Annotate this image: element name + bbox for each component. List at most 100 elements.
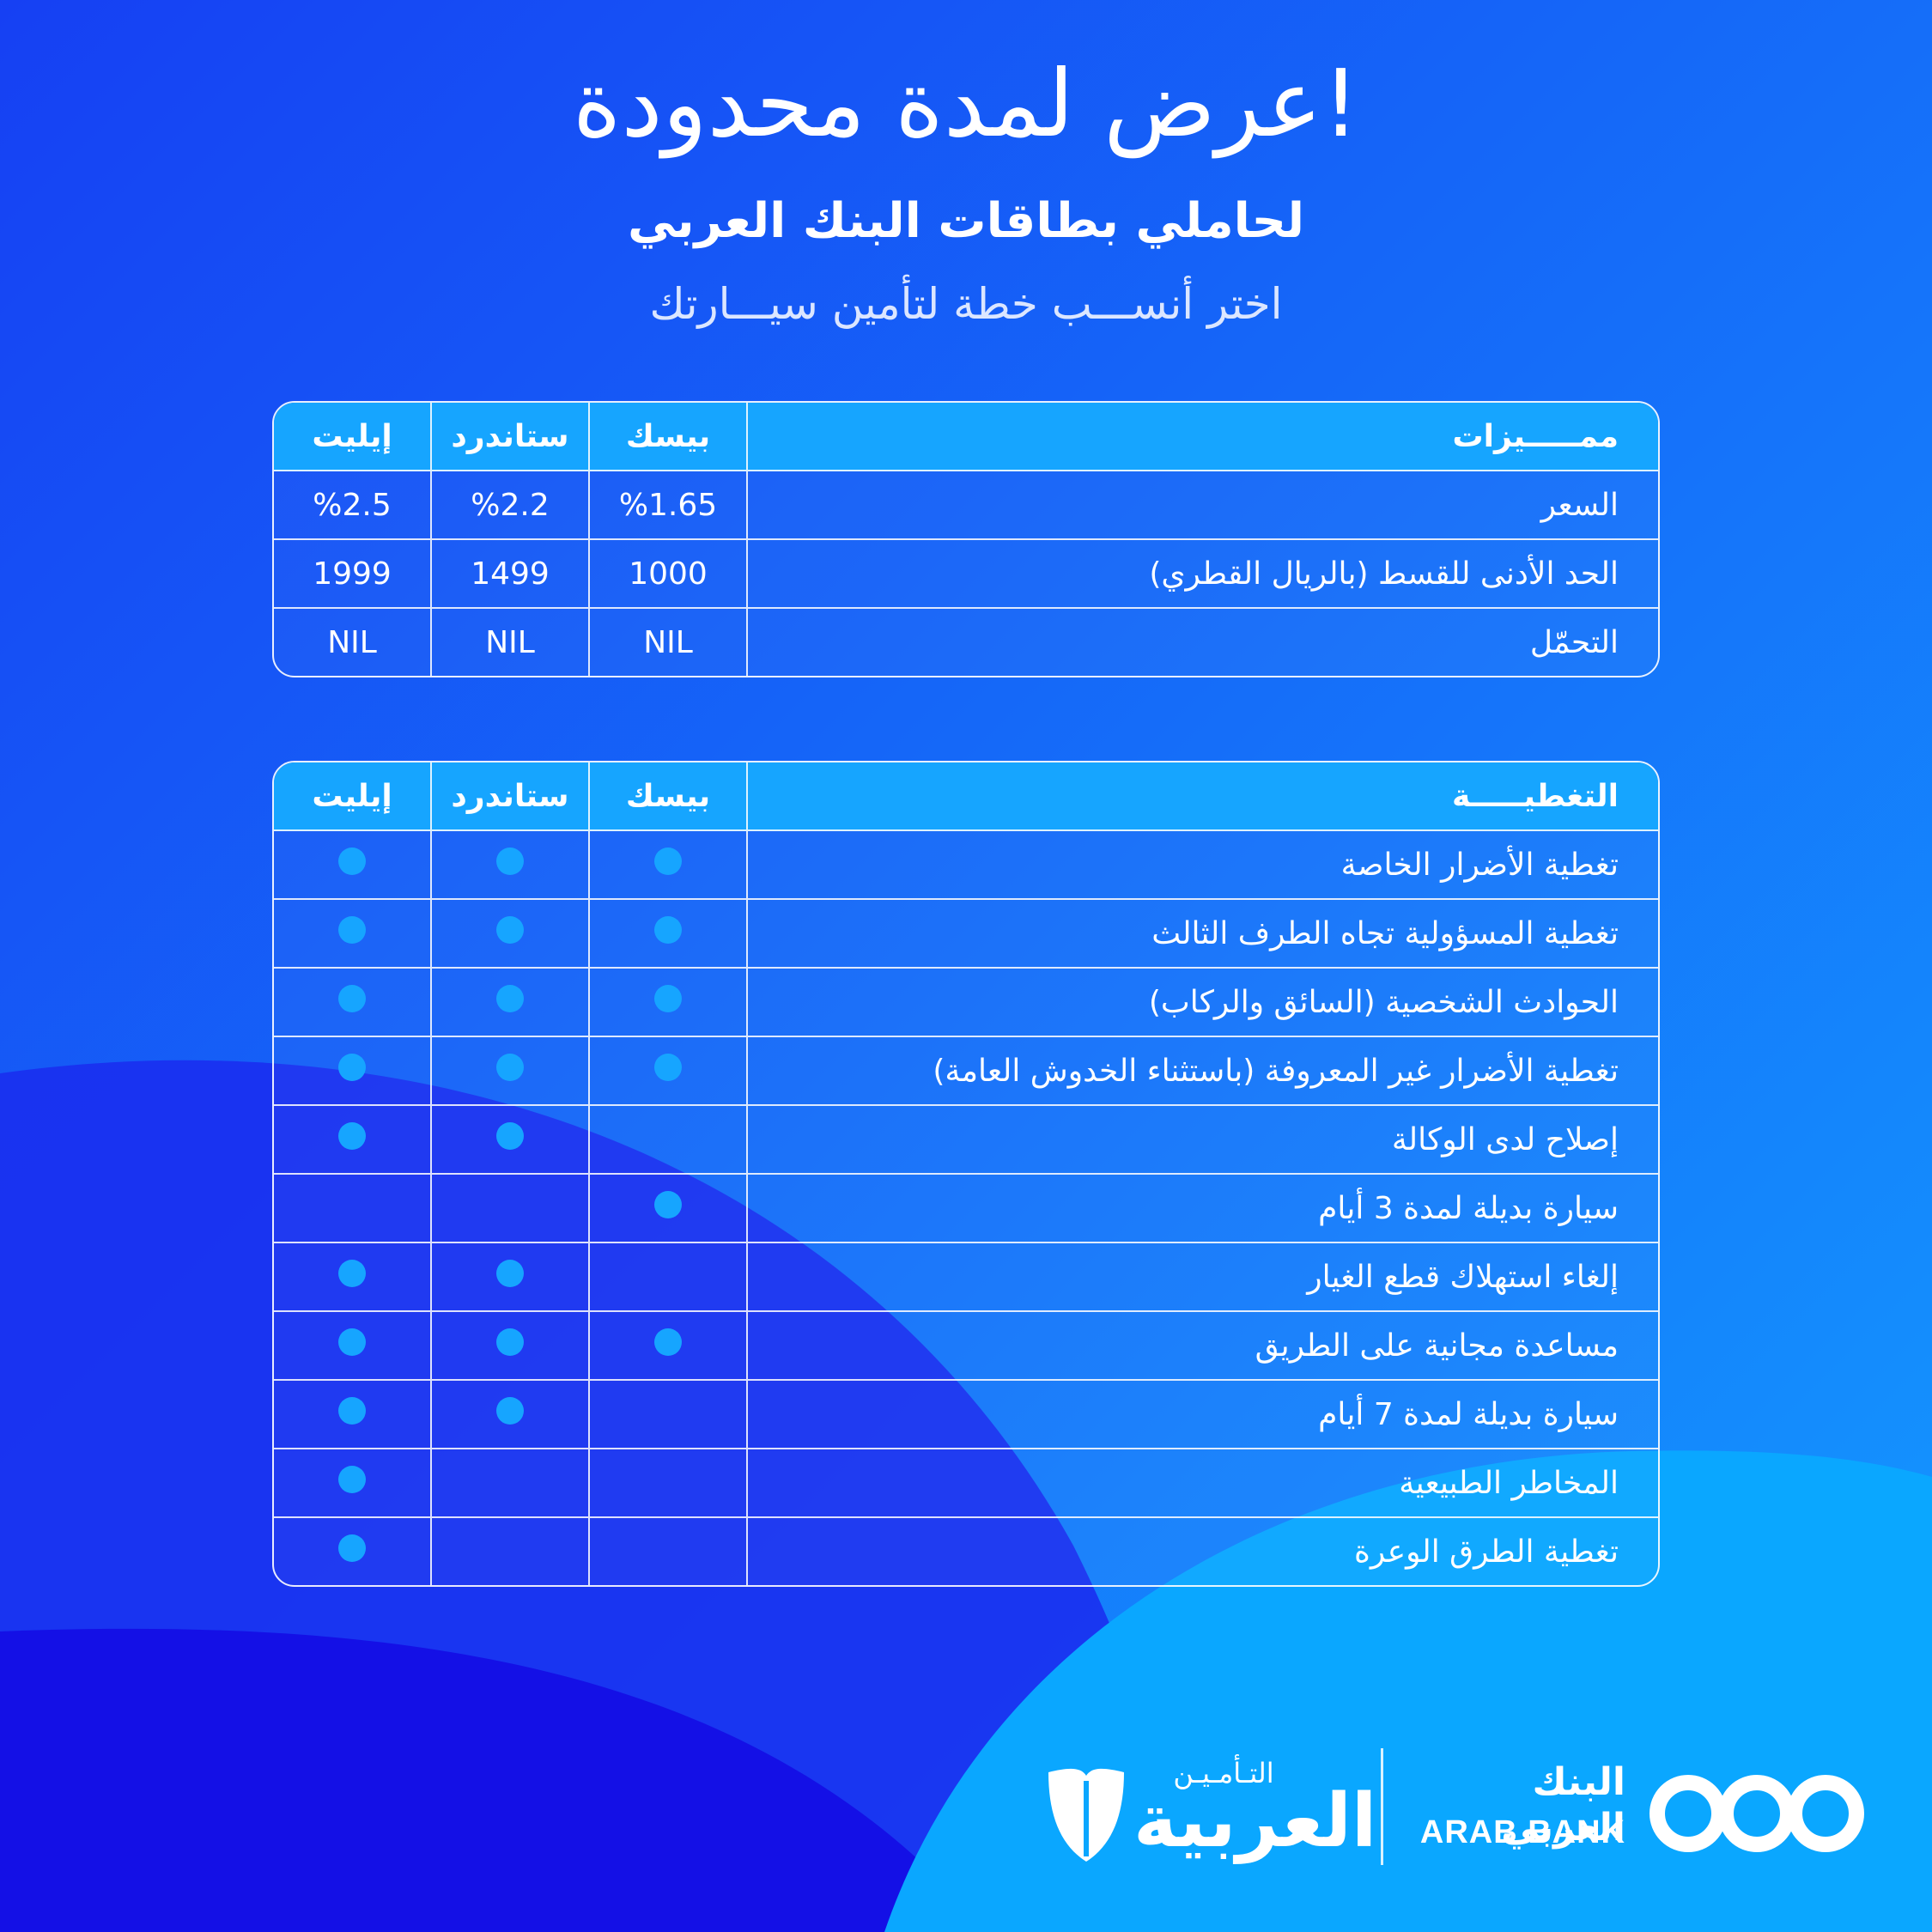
included-dot-icon — [338, 915, 366, 944]
included-dot-icon — [338, 1327, 366, 1356]
cell-basic — [590, 1518, 748, 1585]
table-row: الحوادث الشخصية (السائق والركاب) — [274, 969, 1658, 1037]
included-dot-icon — [496, 1259, 524, 1287]
col-features: ممـــــيزات — [748, 403, 1658, 471]
table-row: تغطية الطرق الوعرة — [274, 1518, 1658, 1585]
cell-basic — [590, 1449, 748, 1518]
row-label: التحمّل — [748, 609, 1658, 676]
cell-standard — [432, 1518, 590, 1585]
col-standard: ستاندرد — [432, 403, 590, 471]
included-dot-icon — [496, 1053, 524, 1081]
cell-basic — [590, 1037, 748, 1106]
cell-standard — [432, 969, 590, 1037]
min-premium-standard: 1499 — [432, 540, 590, 609]
cell-standard — [432, 1449, 590, 1518]
table-row: 1999 1499 1000 الحد الأدنى للقسط (بالريا… — [274, 540, 1658, 609]
row-label: الحوادث الشخصية (السائق والركاب) — [748, 969, 1658, 1037]
coverage-rows: تغطية الأضرار الخاصة تغطية المسؤولية تجاه… — [274, 831, 1658, 1585]
included-dot-icon — [654, 1053, 682, 1081]
arab-bank-rings-logo-icon — [1649, 1775, 1864, 1852]
cell-standard — [432, 1175, 590, 1243]
cell-elite — [274, 1518, 432, 1585]
table-row: تغطية الأضرار الخاصة — [274, 831, 1658, 900]
insurance-wordmark: العربية — [1133, 1778, 1377, 1864]
table-row: المخاطر الطبيعية — [274, 1449, 1658, 1518]
min-premium-basic: 1000 — [590, 540, 748, 609]
col-basic: بيسك — [590, 762, 748, 831]
col-elite: إيليت — [274, 762, 432, 831]
deductible-standard: NIL — [432, 609, 590, 676]
pricing-table: إيليت ستاندرد بيسك ممـــــيزات %2.5 %2.2… — [272, 401, 1660, 677]
included-dot-icon — [654, 915, 682, 944]
cell-elite — [274, 900, 432, 969]
headline: عرض لمدة محدودة! — [572, 51, 1360, 158]
row-label: تغطية الطرق الوعرة — [748, 1518, 1658, 1585]
cell-elite — [274, 831, 432, 900]
cell-elite — [274, 1243, 432, 1312]
table-row: تغطية المسؤولية تجاه الطرف الثالث — [274, 900, 1658, 969]
included-dot-icon — [338, 984, 366, 1012]
price-basic: %1.65 — [590, 471, 748, 540]
included-dot-icon — [338, 847, 366, 875]
table-row: مساعدة مجانية على الطريق — [274, 1312, 1658, 1381]
col-elite: إيليت — [274, 403, 432, 471]
arab-bank-name-ar: البنك العربي — [1501, 1760, 1625, 1850]
included-dot-icon — [654, 1190, 682, 1218]
cell-elite — [274, 969, 432, 1037]
insurance-wordmark-small: التـأمـيـن — [1173, 1757, 1274, 1789]
col-coverage: التغطيـــــة — [748, 762, 1658, 831]
arab-bank-name-en: ARAB BANK — [1419, 1814, 1625, 1850]
min-premium-elite: 1999 — [274, 540, 432, 609]
table-row: سيارة بديلة لمدة 3 أيام — [274, 1175, 1658, 1243]
cell-standard — [432, 1243, 590, 1312]
cell-basic — [590, 900, 748, 969]
included-dot-icon — [654, 847, 682, 875]
cell-standard — [432, 1106, 590, 1175]
included-dot-icon — [496, 847, 524, 875]
cell-basic — [590, 1312, 748, 1381]
row-label: المخاطر الطبيعية — [748, 1449, 1658, 1518]
cell-basic — [590, 1106, 748, 1175]
col-basic: بيسك — [590, 403, 748, 471]
row-label: إلغاء استهلاك قطع الغيار — [748, 1243, 1658, 1312]
cell-standard — [432, 1037, 590, 1106]
cell-elite — [274, 1449, 432, 1518]
tagline: اختر أنســـب خطة لتأمين سيـــارتك — [649, 279, 1283, 329]
cell-elite — [274, 1037, 432, 1106]
included-dot-icon — [496, 1396, 524, 1425]
table-row: تغطية الأضرار غير المعروفة (باستثناء الخ… — [274, 1037, 1658, 1106]
cell-basic — [590, 969, 748, 1037]
deductible-elite: NIL — [274, 609, 432, 676]
included-dot-icon — [654, 1327, 682, 1356]
shield-logo-icon — [1048, 1768, 1124, 1862]
row-label: الحد الأدنى للقسط (بالريال القطري) — [748, 540, 1658, 609]
cell-basic — [590, 1381, 748, 1449]
col-standard: ستاندرد — [432, 762, 590, 831]
table-row: %2.5 %2.2 %1.65 السعر — [274, 471, 1658, 540]
included-dot-icon — [496, 1327, 524, 1356]
cell-standard — [432, 900, 590, 969]
included-dot-icon — [496, 984, 524, 1012]
included-dot-icon — [338, 1053, 366, 1081]
included-dot-icon — [338, 1259, 366, 1287]
table-row: إصلاح لدى الوكالة — [274, 1106, 1658, 1175]
cell-elite — [274, 1381, 432, 1449]
pricing-header-row: إيليت ستاندرد بيسك ممـــــيزات — [274, 403, 1658, 471]
included-dot-icon — [496, 1121, 524, 1150]
row-label: تغطية الأضرار الخاصة — [748, 831, 1658, 900]
included-dot-icon — [338, 1396, 366, 1425]
footer-divider — [1381, 1748, 1383, 1865]
row-label: سيارة بديلة لمدة 7 أيام — [748, 1381, 1658, 1449]
row-label: تغطية الأضرار غير المعروفة (باستثناء الخ… — [748, 1037, 1658, 1106]
included-dot-icon — [338, 1534, 366, 1562]
included-dot-icon — [338, 1465, 366, 1493]
row-label: السعر — [748, 471, 1658, 540]
coverage-header-row: إيليت ستاندرد بيسك التغطيـــــة — [274, 762, 1658, 831]
cell-elite — [274, 1106, 432, 1175]
cell-basic — [590, 831, 748, 900]
cell-standard — [432, 1381, 590, 1449]
deductible-basic: NIL — [590, 609, 748, 676]
table-row: NIL NIL NIL التحمّل — [274, 609, 1658, 676]
